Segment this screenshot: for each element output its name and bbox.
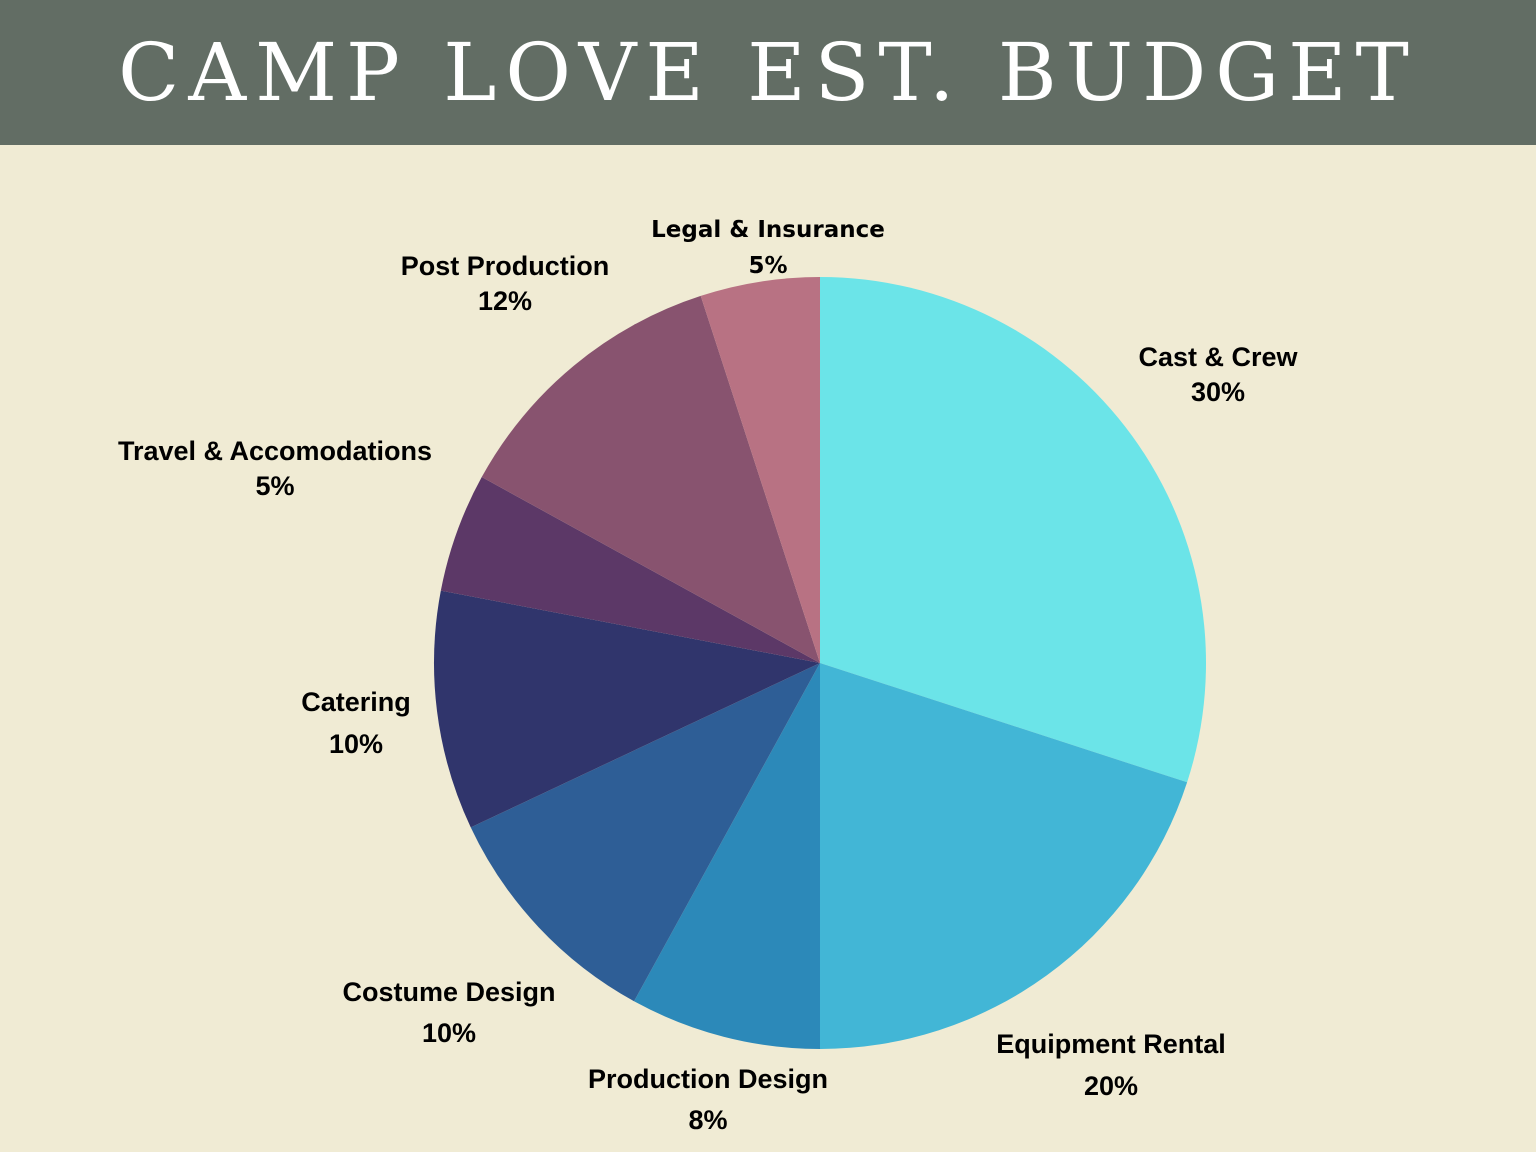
- pie-slice-travel-accomodations: [440, 477, 820, 663]
- pie-slice-production-design: [634, 663, 820, 1049]
- slice-value-equipment-rental: 20%: [1084, 1071, 1138, 1101]
- pie-slice-equipment-rental: [820, 663, 1188, 1049]
- slice-label-production-design: Production Design: [588, 1064, 828, 1094]
- slice-label-cast-crew: Cast & Crew: [1138, 342, 1298, 372]
- pie-slice-costume-design: [470, 663, 820, 1002]
- slice-label-post-production: Post Production: [401, 251, 610, 281]
- slice-label-travel-accomodations: Travel & Accomodations: [118, 436, 432, 466]
- slice-label-equipment-rental: Equipment Rental: [996, 1029, 1226, 1059]
- slice-value-production-design: 8%: [688, 1105, 727, 1135]
- slice-label-catering: Catering: [301, 687, 411, 717]
- slice-label-costume-design: Costume Design: [342, 977, 555, 1007]
- page-title: CAMP LOVE EST. BUDGET: [118, 26, 1418, 119]
- slice-value-cast-crew: 30%: [1191, 377, 1245, 407]
- slice-value-catering: 10%: [329, 729, 383, 759]
- pie-slice-legal-insurance: [700, 277, 820, 663]
- slice-value-costume-design: 10%: [422, 1018, 476, 1048]
- pie-slice-catering: [434, 590, 820, 828]
- header-bar: [0, 0, 1536, 145]
- slice-value-post-production: 12%: [478, 286, 532, 316]
- slice-label-legal-insurance: Legal & Insurance: [651, 217, 885, 243]
- pie-slice-post-production: [481, 295, 820, 663]
- slice-value-travel-accomodations: 5%: [255, 471, 294, 501]
- pie-slice-cast-crew: [820, 277, 1207, 783]
- slice-value-legal-insurance: 5%: [748, 253, 787, 279]
